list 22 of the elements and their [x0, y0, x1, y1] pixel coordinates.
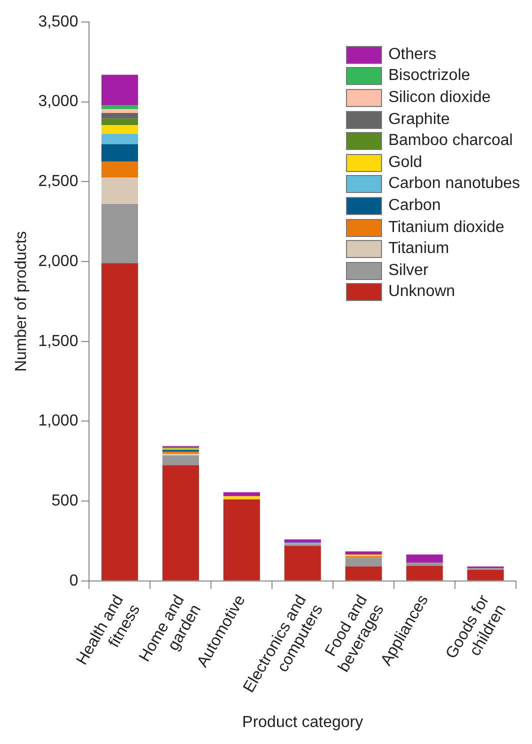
- legend-label: Graphite: [388, 110, 450, 129]
- legend-label: Gold: [388, 154, 422, 172]
- legend-label: Titanium: [388, 240, 450, 258]
- y-tick-label: 2,500: [38, 173, 78, 190]
- y-tick-label: 1,000: [38, 412, 78, 430]
- y-axis-title: Number of products: [13, 231, 30, 372]
- legend-label: Carbon: [388, 196, 441, 215]
- y-tick-label: 3,000: [38, 93, 78, 110]
- legend-label: Silicon dioxide: [388, 88, 491, 107]
- y-tick-label: 3,500: [38, 13, 78, 30]
- y-tick-label: 2,000: [38, 252, 78, 270]
- y-tick-label: 1,500: [38, 332, 78, 350]
- legend-label: Unknown: [388, 283, 456, 302]
- legend-label: Carbon nanotubes: [388, 175, 520, 194]
- x-axis-title: Product category: [242, 714, 364, 731]
- legend-label: Silver: [388, 262, 428, 280]
- legend-label: Others: [388, 46, 436, 64]
- y-tick-label: 0: [69, 572, 78, 590]
- legend-label: Bisoctrizole: [388, 67, 470, 86]
- legend-label: Titanium dioxide: [388, 218, 504, 237]
- legend-label: Bamboo charcoal: [388, 132, 513, 150]
- y-tick-label: 500: [52, 492, 78, 510]
